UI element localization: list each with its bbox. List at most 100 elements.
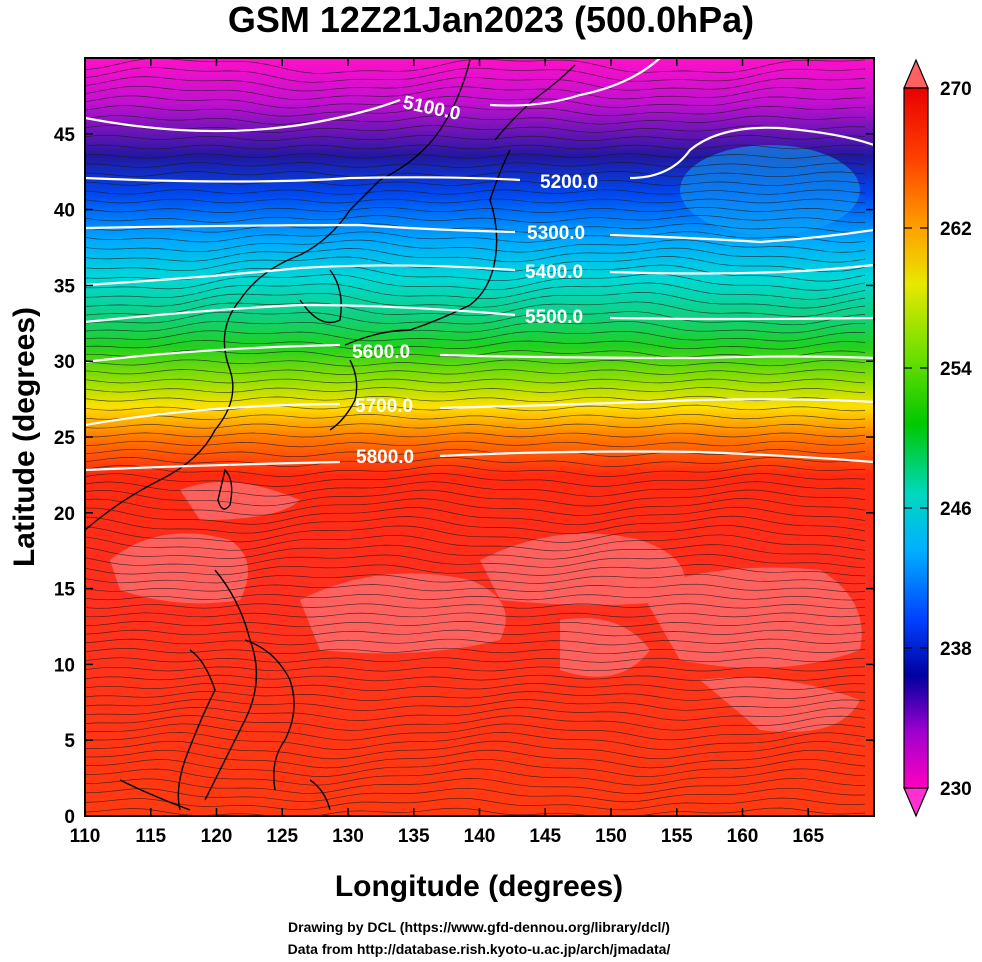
streamline [85,171,866,178]
streamline [85,807,866,816]
colorbar-bottom-arrow [903,787,929,818]
streamline [85,231,866,243]
y-tick-label: 5 [64,731,75,752]
x-tick-label: 125 [266,826,298,847]
y-tick-label: 10 [54,655,75,676]
streamline [85,629,866,637]
height-contours [85,58,874,472]
contour-label: 5400.0 [525,262,583,283]
streamline [85,67,866,83]
x-axis-ticks: 110 115 120 125 130 135 140 145 150 155 160 165 [70,58,825,847]
streamline [85,554,866,569]
contour-label: 5700.0 [355,396,413,417]
streamline [85,359,866,367]
streamline [85,564,866,577]
streamline [85,666,866,672]
streamline [85,525,866,543]
contour-label: 5500.0 [525,307,583,328]
credit-data: Data from http://database.rish.kyoto-u.a… [287,941,671,957]
streamline [85,638,866,646]
streamline [85,153,866,159]
streamline [85,223,866,233]
contour-label: 5300.0 [527,223,585,244]
wind-streamlines [85,58,866,816]
cold-core-patch [680,145,860,235]
y-tick-label: 15 [54,580,76,601]
streamline [85,682,866,692]
map-title: GSM 12Z21Jan2023 (500.0hPa) [227,0,755,40]
x-tick-label: 165 [792,826,824,847]
streamline [85,215,866,223]
streamline [85,58,866,74]
x-tick-label: 140 [464,826,496,847]
streamline [85,758,866,778]
x-tick-label: 130 [332,826,364,847]
streamline [85,247,866,263]
streamline [85,311,866,326]
streamline [85,301,866,317]
streamline [85,432,866,438]
x-tick-label: 155 [661,826,693,847]
streamline [85,189,866,195]
streamline [85,732,866,750]
colorbar-top-arrow [903,58,929,89]
streamline [85,76,866,92]
streamline [85,369,866,375]
streamline [85,698,866,711]
streamline [85,162,866,169]
colorbar-label: 262 [940,219,972,240]
streamline [85,239,866,253]
streamline [85,723,866,741]
streamline [85,707,866,721]
streamline [85,768,866,786]
streamline [85,777,866,794]
streamline [85,612,866,618]
contour-label: 5800.0 [356,447,414,468]
streamline [85,797,866,811]
streamline [85,506,866,526]
streamline [85,715,866,731]
streamline [85,95,866,109]
streamline [85,603,866,609]
streamline [85,621,866,628]
streamline [85,647,866,655]
streamline [85,387,866,393]
contour-label: 5600.0 [352,342,410,363]
y-tick-label: 25 [54,428,76,449]
x-tick-label: 160 [727,826,759,847]
streamline [85,85,866,100]
x-tick-label: 115 [135,826,166,847]
streamline [85,105,866,117]
streamline [85,378,866,384]
y-tick-label: 30 [54,352,75,373]
streamline [85,674,866,682]
streamline [85,292,866,309]
credit-drawing: Drawing by DCL (https://www.gfd-dennou.o… [288,919,670,935]
colorbar-label: 254 [940,359,972,380]
contour-labels: 5100.0 5200.0 5300.0 5400.0 5500.0 5600.… [352,92,598,468]
streamline [85,273,866,291]
streamline [85,544,866,560]
streamline [85,473,866,487]
streamline [85,330,866,342]
streamline [85,489,866,507]
y-tick-label: 45 [54,125,76,146]
x-tick-label: 150 [595,826,627,847]
streamline [85,440,866,448]
streamline [85,198,866,204]
streamline [85,206,866,214]
streamline [85,413,866,421]
x-axis-title: Longitude (degrees) [335,870,623,903]
streamline [85,134,866,142]
warm-patches [110,482,862,732]
x-tick-label: 145 [529,826,561,847]
streamline [85,573,866,585]
y-tick-label: 0 [64,807,75,828]
streamline [85,125,866,133]
colorbar-label: 230 [940,779,972,800]
streamline [85,534,866,552]
streamline [85,457,866,468]
streamline [85,464,866,477]
streamline [85,740,866,760]
